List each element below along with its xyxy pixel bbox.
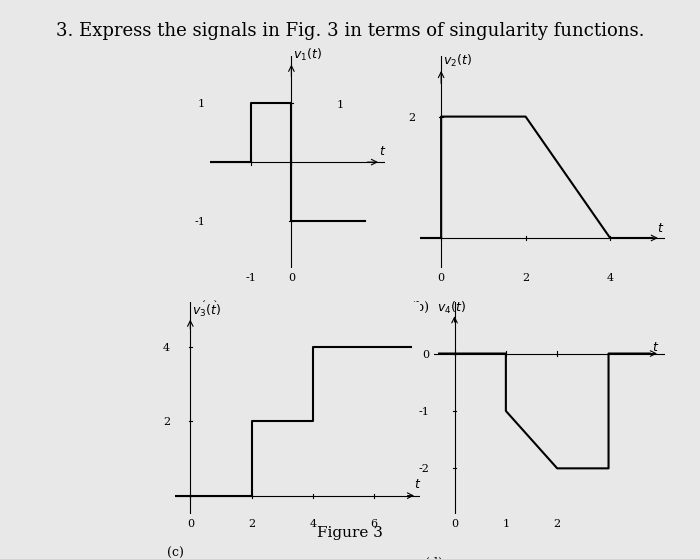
Text: 1: 1 — [336, 100, 343, 110]
Text: $t$: $t$ — [414, 478, 421, 491]
Text: (a): (a) — [202, 301, 218, 314]
Text: (c): (c) — [167, 547, 183, 559]
Text: (d): (d) — [425, 557, 443, 559]
Text: 3. Express the signals in Fig. 3 in terms of singularity functions.: 3. Express the signals in Fig. 3 in term… — [56, 22, 644, 40]
Text: $v_3(t)$: $v_3(t)$ — [192, 303, 220, 319]
Text: $t$: $t$ — [652, 340, 659, 354]
Text: $v_2(t)$: $v_2(t)$ — [443, 53, 472, 69]
Text: $t$: $t$ — [657, 222, 664, 235]
Text: $v_1(t)$: $v_1(t)$ — [293, 47, 322, 63]
Text: Figure 3: Figure 3 — [317, 525, 383, 539]
Text: $t$: $t$ — [379, 145, 386, 158]
Text: $v_4(t)$: $v_4(t)$ — [437, 300, 466, 316]
Text: (b): (b) — [411, 301, 429, 314]
